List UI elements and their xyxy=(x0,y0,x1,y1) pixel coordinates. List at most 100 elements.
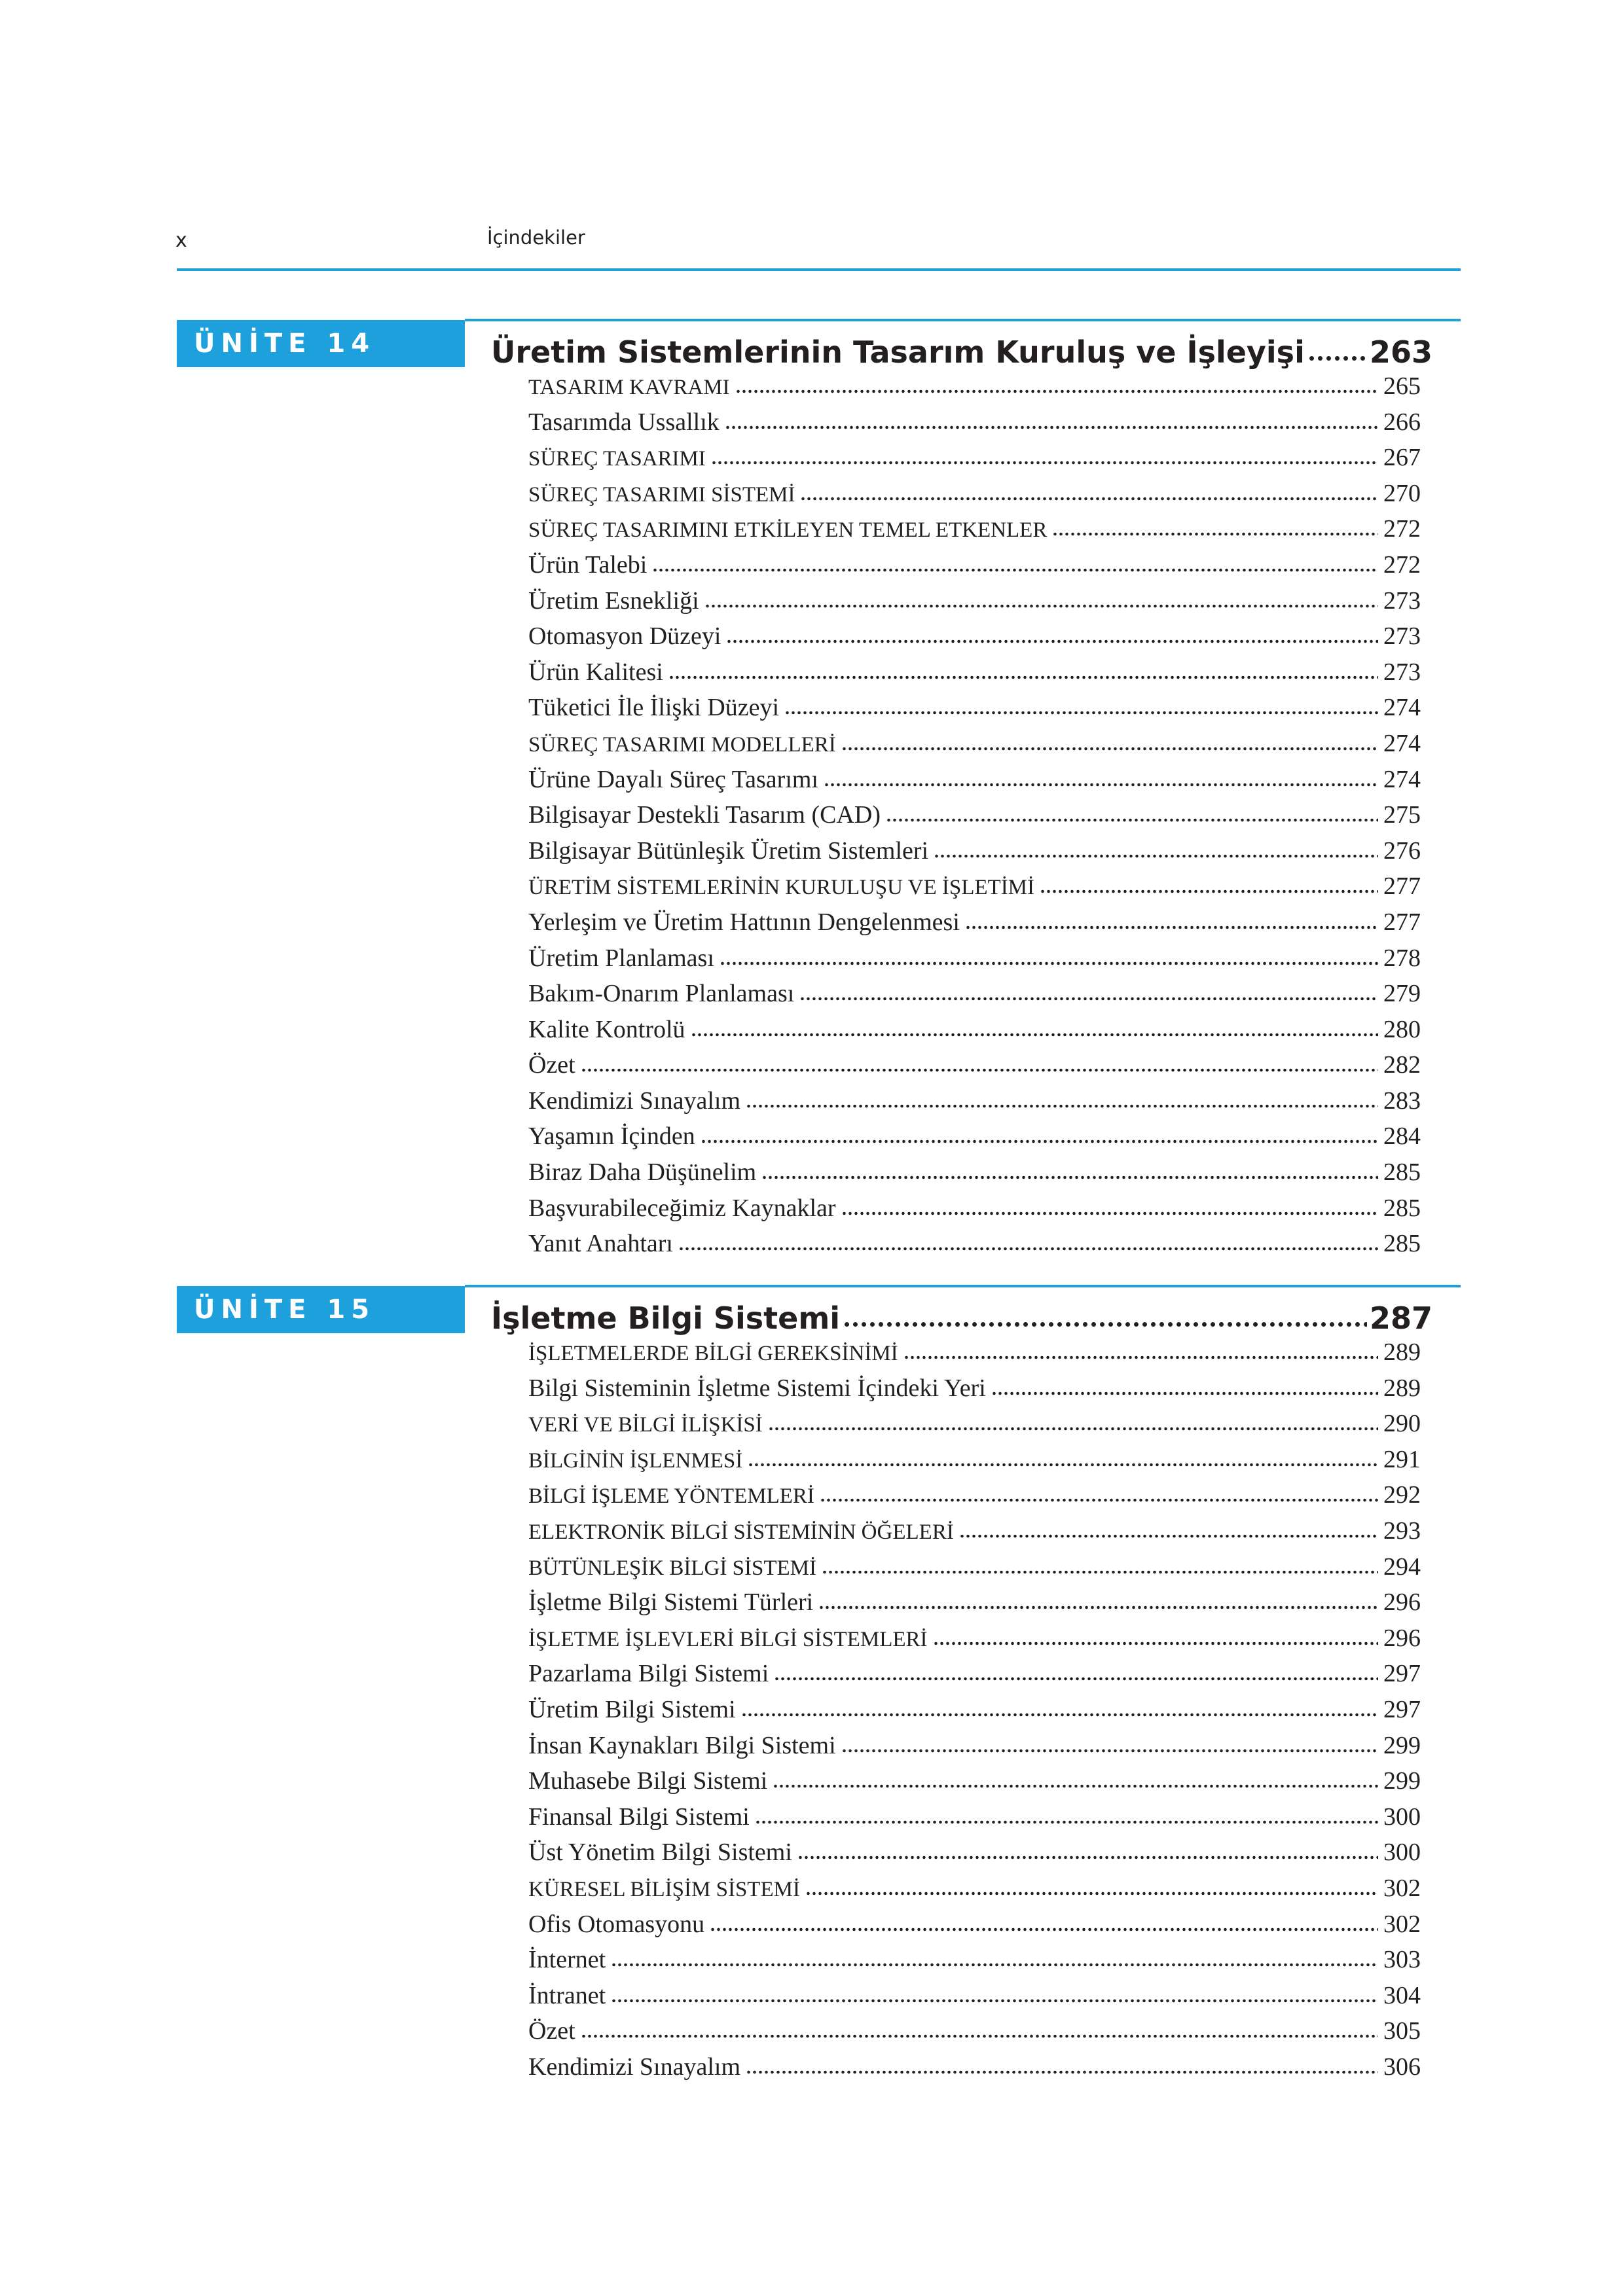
entry-title: SÜREÇ TASARIMI SİSTEMİ xyxy=(528,482,795,507)
entry-page: 296 xyxy=(1383,1588,1421,1617)
running-title: İçindekiler xyxy=(487,226,585,249)
entry-list: İŞLETMELERDE BİLGİ GEREKSİNİMİ 289 Bilgi S… xyxy=(528,1335,1421,2085)
dot-leader xyxy=(819,1498,1378,1503)
entry: Kendimizi Sınayalım 283 xyxy=(528,1083,1421,1119)
unit-page: 263 xyxy=(1369,334,1432,370)
entry-title: TASARIM KAVRAMI xyxy=(528,376,730,399)
dot-leader xyxy=(958,1533,1378,1539)
entry-title: Bilgi Sisteminin İşletme Sistemi İçindek… xyxy=(528,1374,986,1402)
entry-page: 285 xyxy=(1383,1194,1421,1222)
entry: Ürüne Dayalı Süreç Tasarımı 274 xyxy=(528,762,1421,798)
unit-title-row: Üretim Sistemlerinin Tasarım Kuruluş ve … xyxy=(491,333,1432,371)
entry-page: 273 xyxy=(1383,658,1421,686)
dot-leader xyxy=(784,710,1378,716)
entry-title: SÜREÇ TASARIMINI ETKİLEYEN TEMEL ETKENLE… xyxy=(528,518,1048,543)
entry-page: 277 xyxy=(1383,872,1421,901)
dot-leader xyxy=(1052,531,1378,537)
entry-title: İntranet xyxy=(528,1981,606,2009)
entry-title: Üst Yönetim Bilgi Sistemi xyxy=(528,1839,792,1867)
dot-leader xyxy=(704,603,1378,609)
entry: BİLGİ İŞLEME YÖNTEMLERİ 292 xyxy=(528,1477,1421,1513)
dot-leader xyxy=(886,817,1378,823)
entry: ELEKTRONİK BİLGİ SİSTEMİNİN ÖĞELERİ 293 xyxy=(528,1513,1421,1549)
entry-title: Üretim Bilgi Sistemi xyxy=(528,1695,736,1723)
entry-title: VERİ VE BİLGİ İLİŞKİSİ xyxy=(528,1413,763,1437)
entry-page: 274 xyxy=(1383,765,1421,793)
entry-page: 274 xyxy=(1383,694,1421,722)
entry-page: 274 xyxy=(1383,729,1421,757)
unit-label: ÜNİTE 14 xyxy=(177,320,465,367)
entry-title: Muhasebe Bilgi Sistemi xyxy=(528,1767,768,1795)
entry-page: 302 xyxy=(1383,1910,1421,1938)
entry-title: Kalite Kontrolü xyxy=(528,1015,685,1043)
entry-title: Özet xyxy=(528,1051,575,1079)
entry-page: 299 xyxy=(1383,1731,1421,1759)
entry-title: Yerleşim ve Üretim Hattının Dengelenmesi xyxy=(528,908,960,936)
entry-title: Kendimizi Sınayalım xyxy=(528,2053,741,2081)
entry-page: 302 xyxy=(1383,1874,1421,1902)
entry-page: 285 xyxy=(1383,1158,1421,1187)
entry-page: 306 xyxy=(1383,2053,1421,2081)
entry-page: 282 xyxy=(1383,1051,1421,1079)
entry-page: 273 xyxy=(1383,622,1421,651)
entry-page: 304 xyxy=(1383,1981,1421,2009)
entry-page: 272 xyxy=(1383,515,1421,543)
dot-leader xyxy=(1040,889,1378,895)
entry-title: İŞLETMELERDE BİLGİ GEREKSİNİMİ xyxy=(528,1342,898,1365)
entry-page: 276 xyxy=(1383,836,1421,865)
entry: Pazarlama Bilgi Sistemi 297 xyxy=(528,1656,1421,1692)
entry: Bakım-Onarım Planlaması 279 xyxy=(528,976,1421,1012)
entry: Üst Yönetim Bilgi Sistemi 300 xyxy=(528,1835,1421,1871)
dot-leader xyxy=(746,1103,1378,1109)
unit-label: ÜNİTE 15 xyxy=(177,1286,465,1333)
dot-leader xyxy=(746,2069,1378,2075)
entry-page: 292 xyxy=(1383,1481,1421,1509)
entry: Üretim Planlaması 278 xyxy=(528,941,1421,977)
dot-leader xyxy=(700,1139,1378,1145)
dot-leader xyxy=(748,1462,1378,1467)
entry-title: Kendimizi Sınayalım xyxy=(528,1086,741,1115)
entry: TASARIM KAVRAMI 265 xyxy=(528,368,1421,404)
entry-title: İnternet xyxy=(528,1946,606,1974)
entry-title: ELEKTRONİK BİLGİ SİSTEMİNİN ÖĞELERİ xyxy=(528,1520,954,1544)
dot-leader xyxy=(773,1784,1378,1789)
entry-title: Ürün Kalitesi xyxy=(528,658,663,686)
entry-page: 284 xyxy=(1383,1122,1421,1151)
entry: Üretim Esnekliği 273 xyxy=(528,583,1421,619)
entry-title: SÜREÇ TASARIMI xyxy=(528,447,706,471)
entry-title: Yanıt Anahtarı xyxy=(528,1230,673,1258)
dot-leader xyxy=(932,1640,1378,1646)
dot-leader xyxy=(678,1246,1378,1252)
dot-leader xyxy=(903,1355,1378,1360)
dot-leader xyxy=(754,1819,1378,1825)
unit-title-row: İşletme Bilgi Sistemi 287 xyxy=(491,1299,1432,1337)
entry-page: 273 xyxy=(1383,586,1421,615)
entry-page: 294 xyxy=(1383,1552,1421,1581)
entry-title: Üretim Planlaması xyxy=(528,944,714,972)
dot-leader xyxy=(735,389,1378,394)
dot-leader xyxy=(580,2034,1378,2039)
entry-title: Finansal Bilgi Sistemi xyxy=(528,1803,750,1831)
entry-title: ÜRETİM SİSTEMLERİNİN KURULUŞU VE İŞLETİM… xyxy=(528,876,1035,900)
unit-rule xyxy=(465,1285,1461,1287)
entry: Bilgisayar Bütünleşik Üretim Sistemleri 2… xyxy=(528,833,1421,869)
entry: SÜREÇ TASARIMI 267 xyxy=(528,440,1421,476)
entry-title: Tasarımda Ussallık xyxy=(528,408,720,436)
entry-page: 270 xyxy=(1383,479,1421,507)
entry: Ürün Kalitesi 273 xyxy=(528,655,1421,691)
entry: İnsan Kaynakları Bilgi Sistemi 299 xyxy=(528,1728,1421,1764)
entry-title: Biraz Daha Düşünelim xyxy=(528,1158,757,1187)
entry: Ürün Talebi 272 xyxy=(528,547,1421,583)
entry-page: 303 xyxy=(1383,1946,1421,1974)
dot-leader xyxy=(761,1175,1378,1181)
entry-page: 275 xyxy=(1383,801,1421,829)
dot-leader xyxy=(652,567,1378,573)
entry-page: 297 xyxy=(1383,1695,1421,1723)
entry-title: Üretim Esnekliği xyxy=(528,586,699,615)
entry: Özet 282 xyxy=(528,1047,1421,1083)
unit-page: 287 xyxy=(1369,1300,1432,1336)
entry: Başvurabileceğimiz Kaynaklar 285 xyxy=(528,1191,1421,1227)
entry-page: 305 xyxy=(1383,2017,1421,2045)
entry-page: 300 xyxy=(1383,1803,1421,1831)
